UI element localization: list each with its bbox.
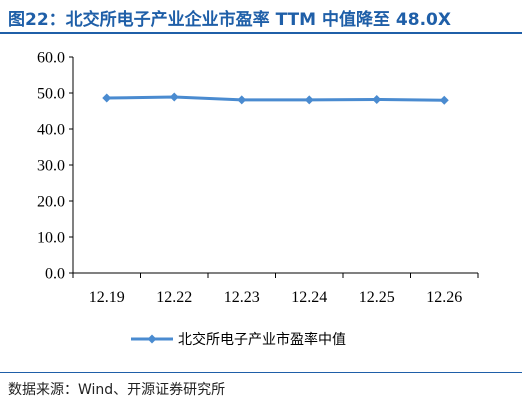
figure-title: 图22：北交所电子产业企业市盈率 TTM 中值降至 48.0X xyxy=(8,10,451,30)
data-point-marker xyxy=(102,93,112,103)
data-point-marker xyxy=(304,95,314,105)
data-point-marker xyxy=(237,95,247,105)
x-tick-label: 12.25 xyxy=(359,289,395,306)
line-chart: 0.010.020.030.040.050.060.0 12.19 12.22 12… xyxy=(37,50,479,348)
y-tick-label: 20.0 xyxy=(37,194,65,211)
y-tick-label: 50.0 xyxy=(37,86,65,103)
legend: 北交所电子产业市盈率中值 xyxy=(131,331,346,348)
data-point-marker xyxy=(439,95,449,105)
legend-label: 北交所电子产业市盈率中值 xyxy=(178,331,346,348)
series-line xyxy=(106,95,445,102)
x-tick-label: 12.24 xyxy=(291,289,327,306)
y-axis-ticks: 0.0 10.0 20.0 30.0 40.0 50.0 60.0 xyxy=(37,50,73,283)
series-group xyxy=(102,92,449,105)
source-divider xyxy=(0,372,522,373)
data-point-marker xyxy=(169,92,179,102)
source-note: 数据来源：Wind、开源证券研究所 xyxy=(8,382,226,398)
data-point-marker xyxy=(372,94,382,104)
y-tick-label: 0.0 xyxy=(45,266,65,283)
title-divider xyxy=(0,32,522,34)
y-tick-label: 30.0 xyxy=(37,158,65,175)
x-tick-label: 12.19 xyxy=(89,289,125,306)
y-tick-label: 40.0 xyxy=(37,122,65,139)
y-tick-label: 10.0 xyxy=(37,230,65,247)
x-tick-label: 12.22 xyxy=(156,289,192,306)
x-tick-label: 12.23 xyxy=(224,289,260,306)
x-tick-label: 12.26 xyxy=(426,289,462,306)
legend-marker xyxy=(147,334,157,344)
y-tick-label: 60.0 xyxy=(37,50,65,67)
x-axis-ticks: 12.19 12.22 12.23 12.24 12.25 12.26 xyxy=(72,273,479,306)
